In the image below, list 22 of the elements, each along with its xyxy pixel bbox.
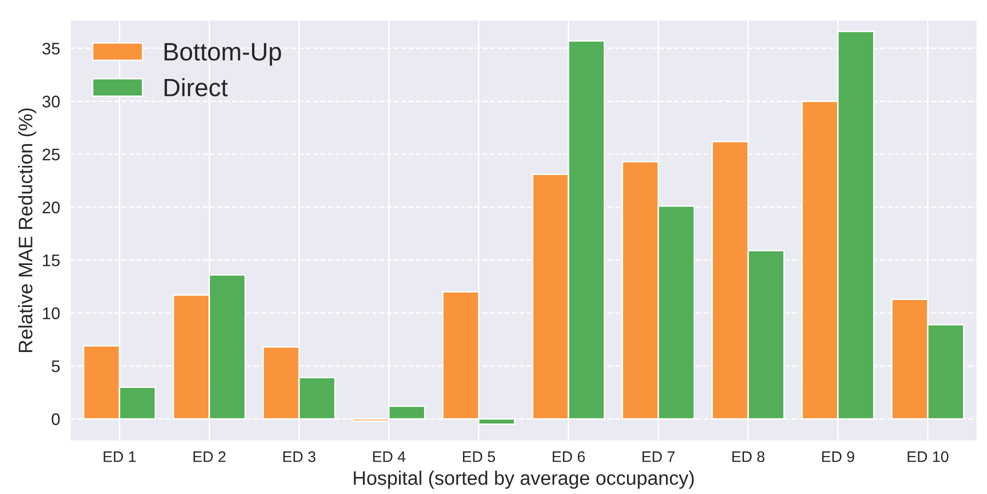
legend-label: Direct bbox=[164, 78, 228, 96]
x-tick-label: ED 7 bbox=[642, 451, 675, 462]
x-tick-label: ED 9 bbox=[822, 451, 854, 462]
x-tick-label: ED 8 bbox=[732, 451, 764, 462]
x-tick-label: ED 10 bbox=[908, 451, 948, 462]
y-tick-label: 25 bbox=[42, 148, 60, 160]
x-tick-label: ED 5 bbox=[462, 451, 496, 462]
y-tick-label: 20 bbox=[42, 202, 60, 214]
x-axis-title: Hospital (sorted by average occupancy) bbox=[354, 470, 694, 489]
y-tick-label: 35 bbox=[42, 42, 60, 55]
y-tick-label: 15 bbox=[43, 254, 60, 266]
y-axis-title: Relative MAE Reduction (%) bbox=[18, 108, 36, 352]
legend-label: Bottom-Up bbox=[164, 43, 282, 66]
y-tick-label: 0 bbox=[52, 413, 60, 426]
y-tick-label: 10 bbox=[43, 307, 60, 320]
x-tick-label: ED 1 bbox=[104, 451, 136, 462]
x-tick-label: ED 3 bbox=[283, 451, 316, 462]
x-tick-label: ED 2 bbox=[194, 451, 226, 462]
y-tick-label: 30 bbox=[42, 96, 60, 108]
x-tick-label: ED 6 bbox=[552, 451, 585, 462]
y-tick-label: 5 bbox=[52, 360, 60, 372]
x-tick-label: ED 4 bbox=[373, 451, 406, 462]
